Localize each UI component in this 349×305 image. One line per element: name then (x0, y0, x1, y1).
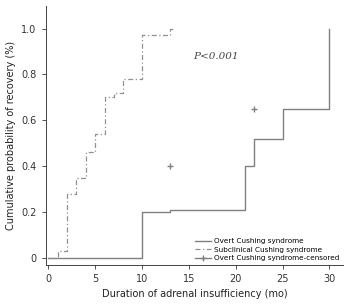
Legend: Overt Cushing syndrome, Subclinical Cushing syndrome, Overt Cushing syndrome-cen: Overt Cushing syndrome, Subclinical Cush… (195, 238, 340, 261)
X-axis label: Duration of adrenal insufficiency (mo): Duration of adrenal insufficiency (mo) (102, 289, 287, 300)
Y-axis label: Cumulative probability of recovery (%): Cumulative probability of recovery (%) (6, 41, 16, 230)
Text: P<0.001: P<0.001 (194, 52, 239, 62)
